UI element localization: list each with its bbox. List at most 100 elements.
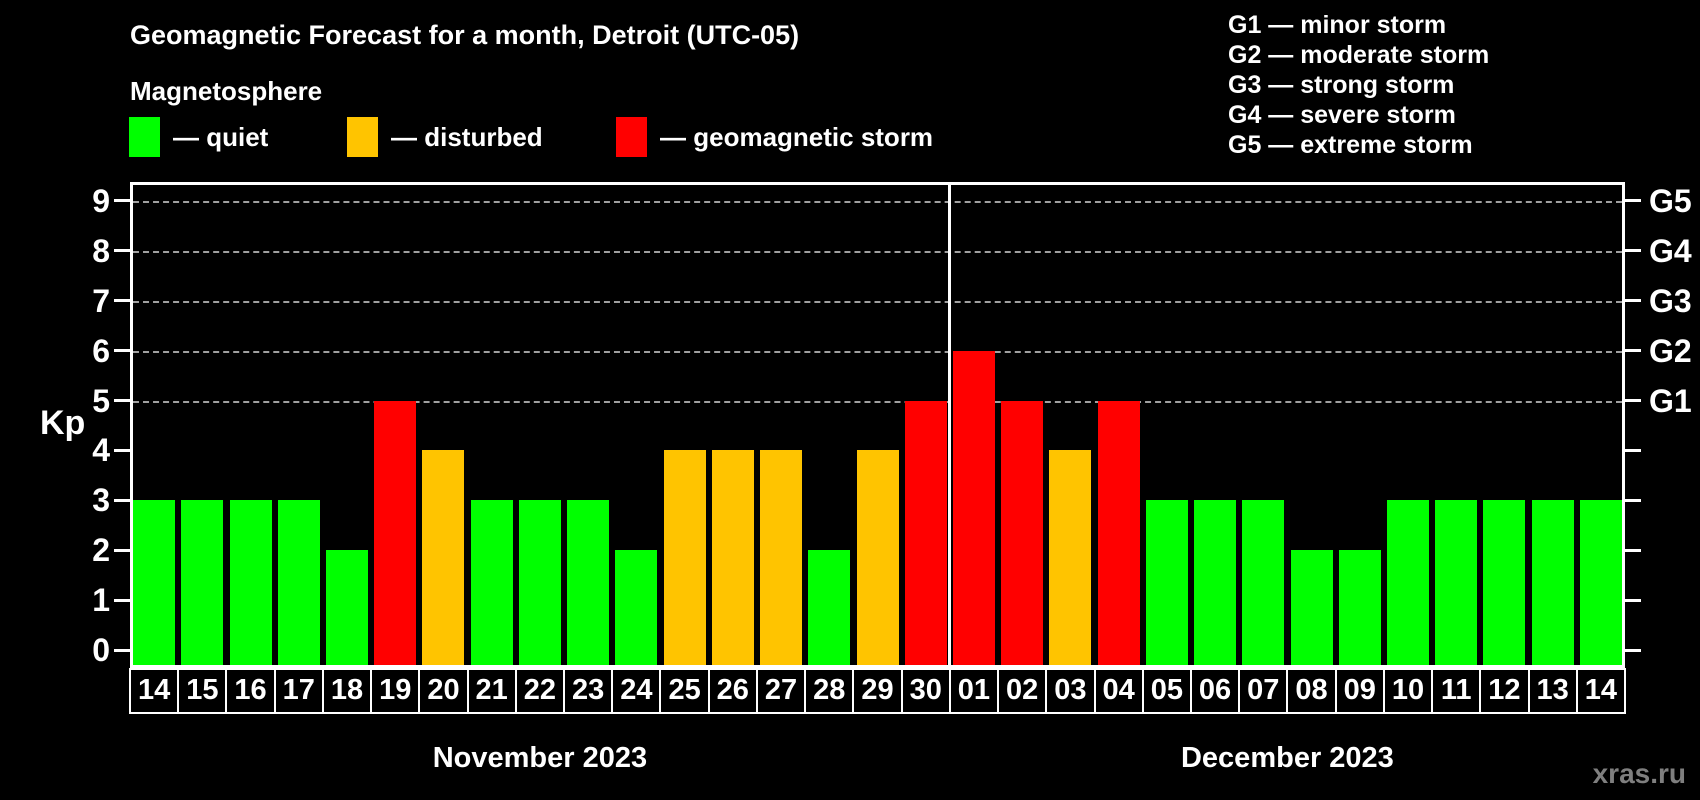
kp-bar-dec-01 (952, 350, 995, 665)
g-legend-line-g4: G4 — severe storm (1228, 101, 1456, 129)
day-label-dec-11: 11 (1431, 668, 1482, 714)
y-tick-right-3 (1625, 498, 1641, 502)
y-tick-label-9: 9 (92, 182, 110, 219)
day-label-nov-18: 18 (321, 668, 373, 714)
day-label-dec-07: 07 (1238, 668, 1289, 714)
y-tick-left-0 (114, 648, 130, 652)
quiet-color-swatch (129, 117, 160, 157)
kp-bar-nov-22 (518, 500, 561, 665)
g-legend-line-g5: G5 — extreme storm (1228, 131, 1473, 159)
legend-label-storm: — geomagnetic storm (660, 121, 934, 152)
y-tick-right-8 (1625, 249, 1641, 253)
kp-bar-nov-26 (711, 450, 754, 665)
day-label-nov-30: 30 (900, 668, 951, 714)
kp-bar-dec-11 (1435, 500, 1478, 665)
y-tick-label-2: 2 (92, 532, 110, 569)
day-label-dec-10: 10 (1382, 668, 1434, 714)
g-label-g2: G2 (1649, 332, 1692, 369)
y-tick-label-3: 3 (92, 482, 110, 519)
y-tick-right-6 (1625, 349, 1641, 353)
g-legend-line-g1: G1 — minor storm (1228, 11, 1447, 39)
y-tick-left-7 (114, 299, 130, 303)
y-tick-label-8: 8 (92, 232, 110, 269)
gridline-kp8 (133, 250, 1622, 253)
y-tick-right-9 (1625, 199, 1641, 203)
month-separator (948, 185, 952, 665)
y-tick-left-6 (114, 349, 130, 353)
kp-bar-nov-15 (181, 500, 224, 665)
legend-label-disturbed: — disturbed (391, 121, 543, 152)
day-label-nov-23: 23 (563, 668, 614, 714)
day-label-nov-21: 21 (466, 668, 517, 714)
kp-bar-dec-06 (1194, 500, 1237, 665)
y-tick-left-2 (114, 548, 130, 552)
gridline-kp5 (133, 400, 1622, 403)
y-tick-right-5 (1625, 399, 1641, 402)
day-label-nov-20: 20 (418, 668, 469, 714)
legend-label-quiet: — quiet (173, 121, 269, 152)
gridline-kp7 (133, 300, 1622, 303)
kp-bar-dec-10 (1386, 500, 1429, 665)
kp-bar-nov-28 (808, 550, 851, 665)
y-tick-label-0: 0 (92, 632, 110, 668)
day-label-dec-12: 12 (1479, 668, 1530, 714)
y-tick-label-1: 1 (92, 582, 110, 619)
legend-item-storm: — geomagnetic storm (616, 116, 933, 158)
plot-area (130, 182, 1625, 668)
y-tick-left-5 (114, 399, 130, 402)
day-label-nov-27: 27 (755, 668, 807, 714)
kp-bar-dec-05 (1145, 500, 1188, 665)
day-label-dec-06: 06 (1189, 668, 1241, 714)
kp-bar-dec-13 (1531, 500, 1574, 665)
y-tick-right-7 (1625, 299, 1641, 303)
storm-color-swatch (616, 117, 647, 157)
legend-item-disturbed: — disturbed (347, 116, 543, 158)
kp-bar-nov-16 (229, 500, 272, 665)
day-label-dec-14: 14 (1575, 668, 1626, 714)
watermark-xras: xras.ru (1592, 758, 1686, 789)
y-tick-right-2 (1625, 548, 1641, 552)
y-tick-left-8 (114, 249, 130, 253)
day-label-dec-01: 01 (948, 668, 1000, 714)
kp-bar-nov-19 (374, 400, 417, 665)
kp-bar-dec-02 (1001, 400, 1044, 665)
y-tick-label-7: 7 (92, 282, 110, 319)
y-tick-right-4 (1625, 448, 1641, 452)
day-label-nov-28: 28 (804, 668, 855, 714)
magnetosphere-label: Magnetosphere (130, 76, 323, 106)
kp-bar-nov-24 (615, 550, 658, 665)
legend-item-quiet: — quiet (129, 116, 268, 158)
day-label-dec-04: 04 (1093, 668, 1144, 714)
day-label-nov-26: 26 (707, 668, 758, 714)
kp-bar-dec-09 (1338, 550, 1381, 665)
day-label-nov-29: 29 (852, 668, 903, 714)
kp-bar-nov-27 (760, 450, 803, 665)
kp-bar-nov-17 (277, 500, 320, 665)
day-label-nov-19: 19 (370, 668, 421, 714)
kp-bar-nov-25 (663, 450, 706, 665)
month-label-december: December 2023 (1180, 742, 1394, 774)
month-label-november: November 2023 (432, 742, 648, 774)
kp-bar-nov-14 (133, 500, 176, 665)
g-label-g3: G3 (1649, 282, 1692, 319)
day-label-nov-17: 17 (273, 668, 324, 714)
y-tick-label-6: 6 (92, 332, 110, 369)
g-scale-legend: G1 — minor storm G2 — moderate storm G3 … (1228, 10, 1489, 160)
g-legend-line-g2: G2 — moderate storm (1228, 41, 1490, 69)
kp-bar-dec-04 (1097, 400, 1140, 665)
g-label-g1: G1 (1649, 382, 1692, 419)
g-legend-line-g3: G3 — strong storm (1228, 71, 1455, 99)
y-tick-left-4 (114, 448, 130, 452)
kp-bar-nov-21 (470, 500, 513, 665)
y-tick-right-1 (1625, 598, 1641, 602)
kp-bar-dec-14 (1579, 500, 1622, 665)
day-label-nov-16: 16 (225, 668, 276, 714)
day-label-dec-13: 13 (1527, 668, 1578, 714)
kp-bar-dec-12 (1483, 500, 1526, 665)
kp-bar-nov-23 (567, 500, 610, 665)
kp-bar-dec-07 (1242, 500, 1285, 665)
y-axis-title-kp: Kp (40, 404, 86, 442)
day-label-nov-15: 15 (177, 668, 228, 714)
day-label-dec-02: 02 (997, 668, 1048, 714)
day-label-dec-05: 05 (1141, 668, 1192, 714)
